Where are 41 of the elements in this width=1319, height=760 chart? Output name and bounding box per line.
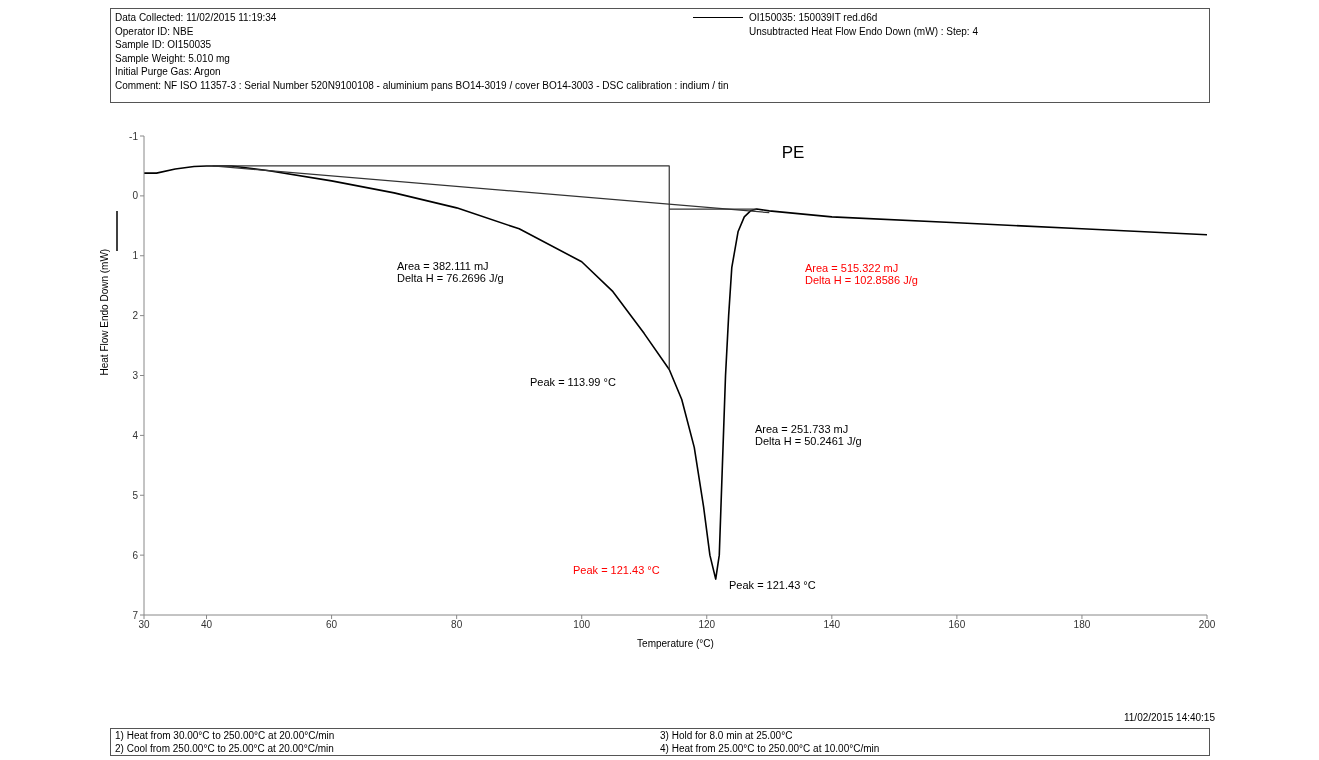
annotation: Peak = 121.43 °C — [729, 579, 816, 591]
legend-label: OI150035: 150039IT red.d6d — [749, 11, 878, 25]
text: 3) Hold for 8.0 min at 25.00°C — [660, 729, 794, 742]
x-tick-label: 100 — [573, 619, 591, 631]
y-tick-label: 4 — [132, 429, 139, 441]
y-tick-label: 0 — [132, 190, 139, 202]
text: Unsubtracted Heat Flow Endo Down (mW) : Step: 4 — [749, 24, 978, 38]
text: 4) Heat from 25.00°C to 250.00°C at 10.00°C/min — [660, 742, 881, 755]
annotation: Peak = 121.43 °C — [573, 564, 660, 576]
y-tick-label: 5 — [132, 489, 139, 501]
y-tick-label: -1 — [129, 130, 139, 142]
x-tick-label: 40 — [200, 619, 213, 631]
text: 11/02/2015 14:40:15 — [1123, 712, 1215, 723]
text: Comment: NF ISO 11357-3 : Serial Number 520N9100108 - aluminium pans BO14-3019 / cover BO14-3003 - DSC calibration : indium / tin — [115, 78, 730, 92]
chart-title: PE — [781, 143, 805, 162]
y-tick-label: 1 — [132, 250, 139, 262]
text: Operator ID: NBE — [115, 25, 194, 37]
text: Sample Weight: 5.010 mg — [115, 51, 231, 65]
x-axis-title: Temperature (°C) — [637, 638, 714, 649]
x-tick-label: 160 — [948, 619, 966, 631]
y-tick-label: 6 — [132, 549, 139, 561]
annotation: Area = 382.111 mJ Delta H = 76.2696 J/g — [397, 260, 504, 284]
x-tick-label: 60 — [326, 619, 338, 631]
x-tick-label: 120 — [698, 619, 716, 631]
y-axis-title: Heat Flow Endo Down (mW) — [98, 248, 110, 376]
x-tick-label: 30 — [138, 619, 150, 631]
x-tick-label: 140 — [823, 619, 841, 631]
y-tick-label: 7 — [132, 609, 139, 621]
text: Initial Purge Gas: Argon — [115, 65, 222, 79]
x-tick-label: 80 — [451, 619, 463, 631]
text: 2) Cool from 250.00°C to 25.00°C at 20.00°C/min — [115, 742, 335, 755]
x-tick-label: 200 — [1198, 619, 1216, 631]
text: Data Collected: 11/02/2015 11:19:34 — [115, 12, 277, 23]
y-tick-label: 3 — [132, 370, 139, 382]
annotation: Area = 251.733 mJ Delta H = 50.2461 J/g — [755, 423, 862, 447]
text: Sample ID: OI150035 — [115, 38, 213, 52]
annotation: Area = 515.322 mJ Delta H = 102.8586 J/g — [805, 262, 918, 286]
x-tick-label: 180 — [1073, 619, 1091, 631]
y-tick-label: 2 — [132, 310, 139, 322]
text: 1) Heat from 30.00°C to 250.00°C at 20.00°C/min — [115, 729, 336, 742]
annotation: Peak = 113.99 °C — [530, 376, 616, 388]
